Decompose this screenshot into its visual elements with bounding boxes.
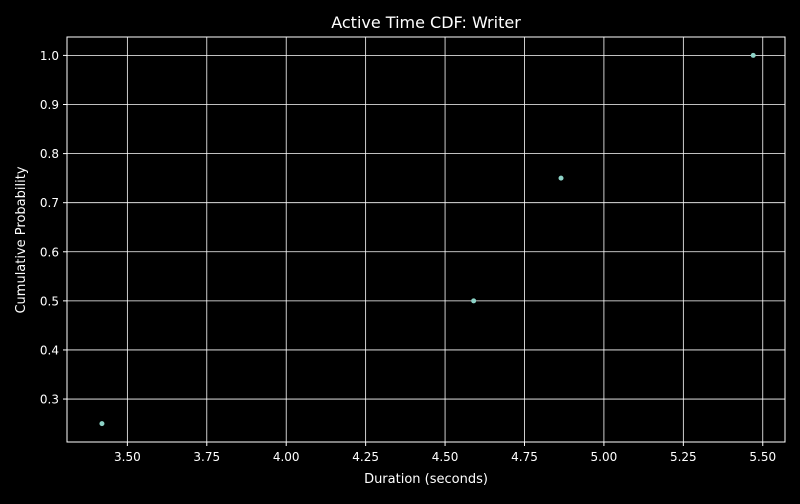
x-tick-label: 4.75 (511, 450, 538, 464)
data-point (99, 421, 105, 427)
y-axis-label: Cumulative Probability (14, 166, 29, 313)
data-point (471, 298, 477, 304)
x-axis-label: Duration (seconds) (364, 472, 488, 487)
x-tick-label: 5.25 (670, 450, 697, 464)
grid-lines (67, 37, 785, 442)
y-tick-label: 1.0 (40, 49, 59, 63)
y-tick-label: 0.5 (40, 294, 59, 308)
chart-title: Active Time CDF: Writer (331, 13, 521, 32)
y-tick-label: 0.9 (40, 98, 59, 112)
x-tick-label: 4.50 (432, 450, 459, 464)
y-tick-label: 0.6 (40, 245, 59, 259)
y-tick-label: 0.4 (40, 343, 59, 357)
y-tick-label: 0.8 (40, 147, 59, 161)
data-point (750, 52, 756, 58)
data-point (558, 175, 564, 181)
x-tick-label: 4.25 (352, 450, 379, 464)
x-tick-label: 3.75 (193, 450, 220, 464)
y-tick-label: 0.3 (40, 393, 59, 407)
x-tick-label: 3.50 (114, 450, 141, 464)
axis-ticks: 3.50 3.75 4.00 4.25 4.50 4.75 5.00 5.25 5.50 0.3 0… (40, 49, 776, 464)
x-tick-label: 5.00 (591, 450, 618, 464)
data-points (99, 52, 756, 427)
plot-frame (66, 36, 786, 443)
y-tick-label: 0.7 (40, 196, 59, 210)
x-tick-label: 4.00 (273, 450, 300, 464)
x-tick-label: 5.50 (749, 450, 776, 464)
